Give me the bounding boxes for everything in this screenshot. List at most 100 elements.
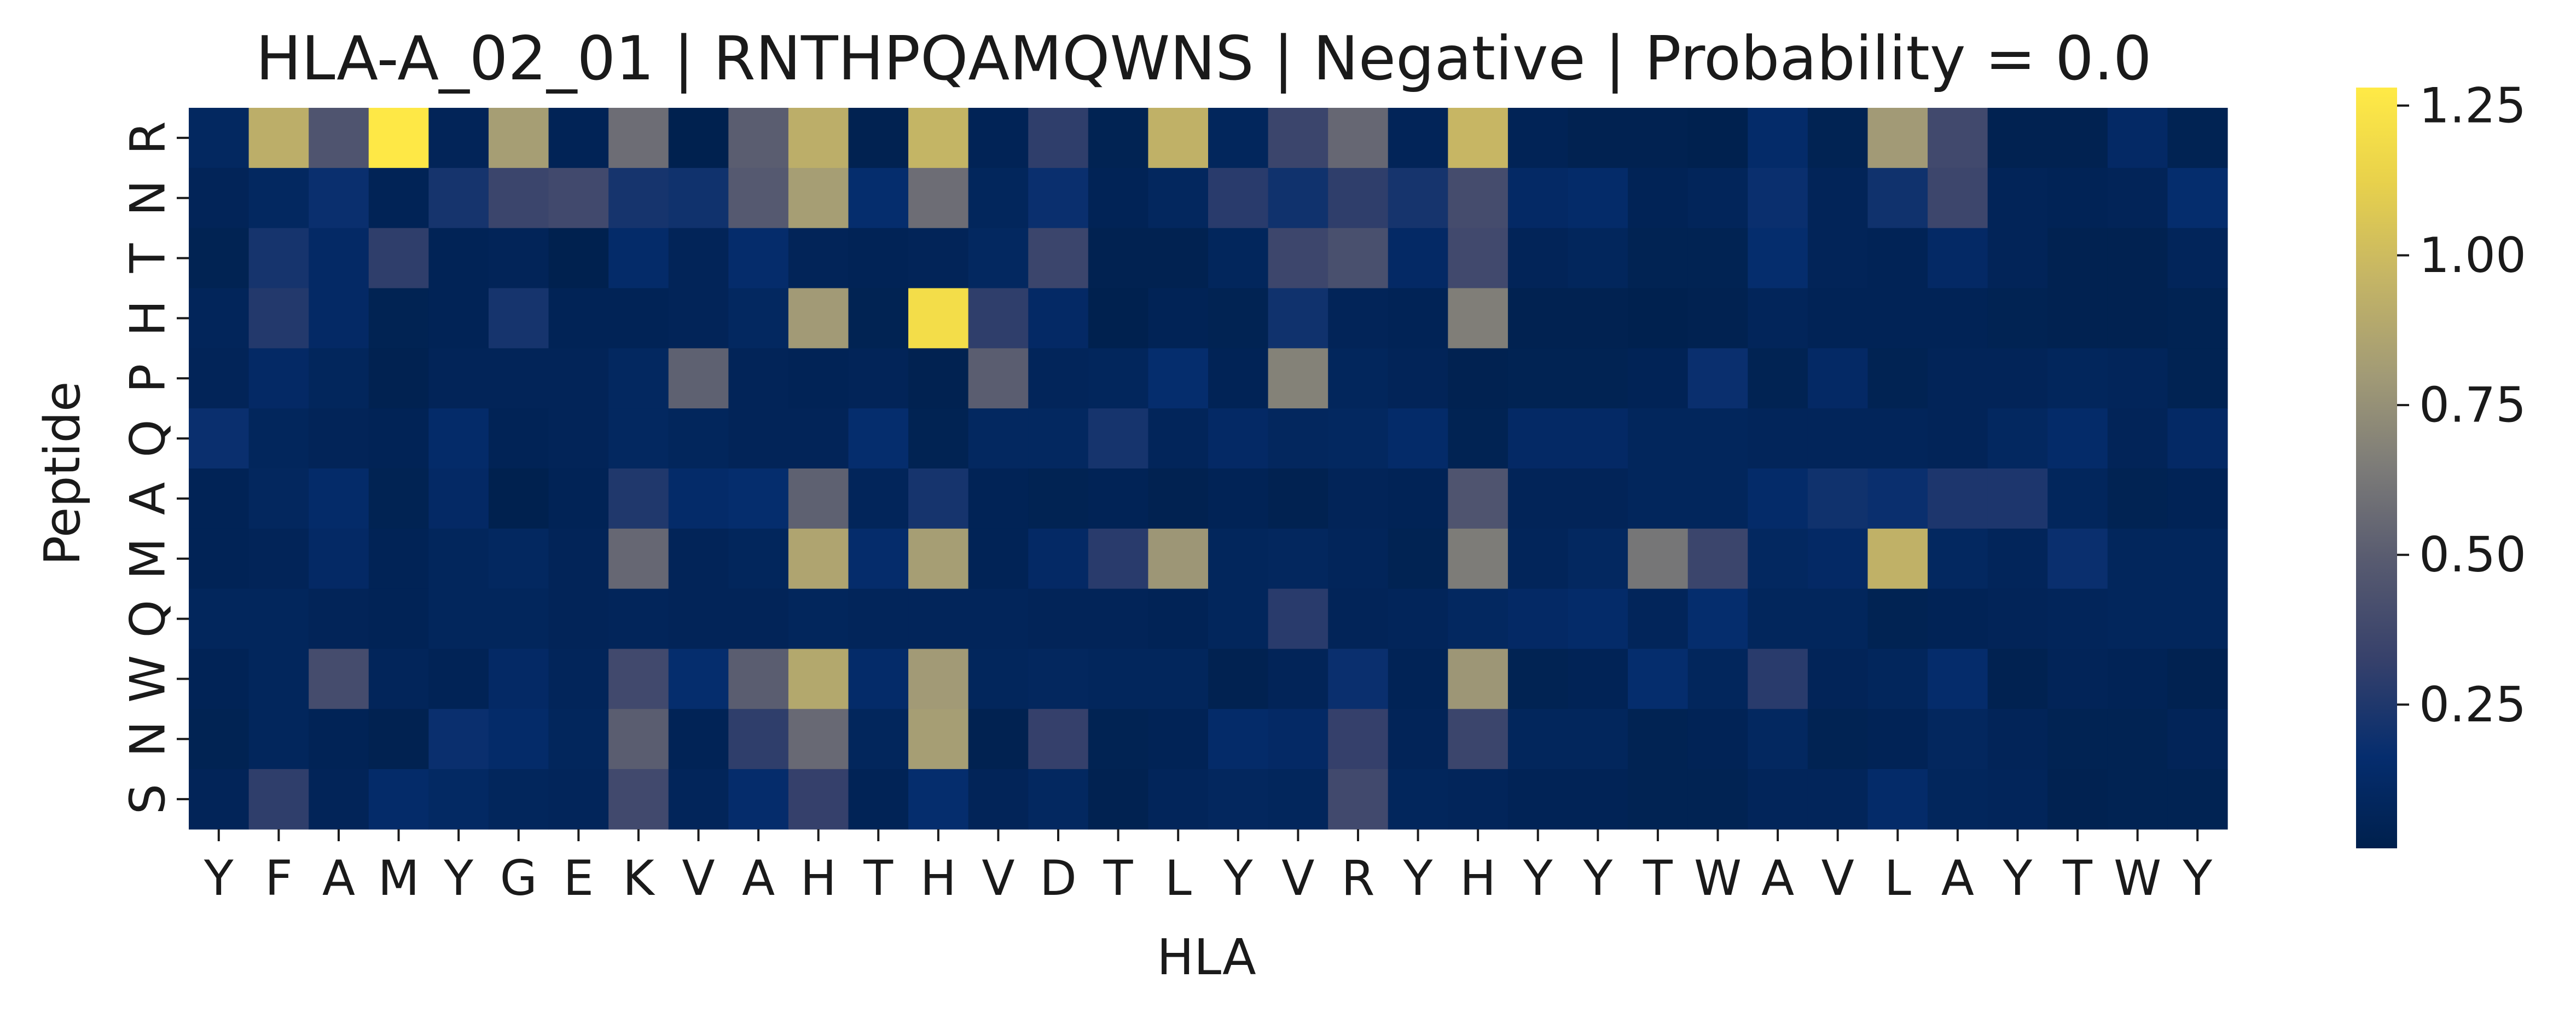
- heatmap-cell: [788, 228, 849, 289]
- heatmap-cell: [1807, 769, 1869, 830]
- heatmap-cell: [189, 468, 250, 529]
- heatmap-cell: [2047, 348, 2108, 409]
- heatmap-cell: [1568, 348, 1628, 409]
- heatmap-cell: [788, 769, 849, 830]
- heatmap-cell: [728, 769, 789, 830]
- heatmap-cell: [1328, 108, 1389, 169]
- heatmap-cell: [668, 167, 729, 229]
- heatmap-cell: [1388, 167, 1448, 229]
- heatmap-cell: [668, 709, 729, 770]
- heatmap-cell: [968, 167, 1029, 229]
- heatmap-cell: [2047, 288, 2108, 349]
- heatmap-cell: [368, 228, 429, 289]
- heatmap-cell: [428, 588, 489, 650]
- y-tick-label: T: [120, 242, 176, 273]
- heatmap-cell: [2167, 108, 2228, 169]
- heatmap-cell: [2107, 167, 2168, 229]
- heatmap-cell: [1388, 709, 1448, 770]
- heatmap-cell: [1568, 468, 1628, 529]
- heatmap-cell: [968, 528, 1029, 589]
- heatmap-cell: [1208, 108, 1269, 169]
- heatmap-cell: [788, 167, 849, 229]
- colorbar-ticks: 0.25 0.50 0.75 1.00 1.25: [2397, 77, 2526, 733]
- heatmap-cell: [1208, 468, 1269, 529]
- heatmap-cell: [1507, 288, 1569, 349]
- heatmap-cell: [728, 709, 789, 770]
- heatmap-cell: [668, 649, 729, 709]
- heatmap-cell: [1448, 588, 1509, 650]
- heatmap-cell: [1628, 528, 1689, 589]
- colorbar: [2356, 88, 2397, 848]
- x-tick-label: H: [920, 850, 956, 906]
- heatmap-cell: [1507, 528, 1569, 589]
- x-tick-label: Y: [204, 850, 234, 906]
- heatmap-cell: [1208, 649, 1269, 709]
- heatmap-cell: [608, 769, 669, 830]
- heatmap-cell: [1448, 108, 1509, 169]
- heatmap-cell: [189, 588, 250, 650]
- heatmap-cell: [608, 588, 669, 650]
- heatmap-cell: [2107, 649, 2168, 709]
- heatmap-cell: [248, 528, 309, 589]
- heatmap-cell: [2167, 468, 2228, 529]
- heatmap-cell: [1448, 709, 1509, 770]
- heatmap-cell: [968, 649, 1029, 709]
- heatmap-cell: [1687, 288, 1748, 349]
- heatmap-cell: [309, 468, 369, 529]
- heatmap-cell: [1928, 588, 1988, 650]
- heatmap-cell: [1687, 709, 1748, 770]
- x-tick-label: V: [1281, 850, 1314, 906]
- heatmap-cell: [1687, 649, 1748, 709]
- heatmap-cell: [1088, 408, 1149, 469]
- heatmap-cell: [2167, 769, 2228, 830]
- heatmap-cell: [1088, 108, 1149, 169]
- heatmap-cell: [1568, 288, 1628, 349]
- heatmap-cell: [1687, 167, 1748, 229]
- heatmap-cell: [908, 769, 969, 830]
- colorbar-tick-label: 0.25: [2419, 676, 2526, 733]
- heatmap-cell: [1088, 649, 1149, 709]
- x-tick-label: A: [742, 850, 775, 906]
- heatmap-cell: [1388, 108, 1448, 169]
- heatmap-cell: [1507, 167, 1569, 229]
- x-tick-label: E: [564, 850, 594, 906]
- heatmap-cell: [2047, 588, 2108, 650]
- heatmap-cell: [908, 649, 969, 709]
- heatmap-cell: [428, 468, 489, 529]
- heatmap-cell: [548, 228, 609, 289]
- heatmap-cell: [1388, 468, 1448, 529]
- heatmap-cell: [2167, 228, 2228, 289]
- heatmap-cell: [1687, 348, 1748, 409]
- heatmap-cell: [2047, 228, 2108, 289]
- x-tick-label: W: [2114, 850, 2161, 906]
- heatmap-cell: [1568, 408, 1628, 469]
- heatmap-cell: [1807, 468, 1869, 529]
- heatmap-cell: [248, 769, 309, 830]
- heatmap-cell: [1388, 348, 1448, 409]
- heatmap-cell: [1328, 348, 1389, 409]
- heatmap-cell: [189, 408, 250, 469]
- heatmap-cell: [1388, 588, 1448, 650]
- heatmap-cell: [1028, 108, 1089, 169]
- heatmap-cell: [788, 588, 849, 650]
- colorbar-tick-label: 0.75: [2419, 377, 2526, 433]
- heatmap-cell: [2167, 709, 2228, 770]
- heatmap-cell: [248, 167, 309, 229]
- heatmap-cell: [189, 348, 250, 409]
- heatmap-cell: [548, 288, 609, 349]
- heatmap-cell: [548, 528, 609, 589]
- heatmap-cell: [309, 709, 369, 770]
- heatmap-cell: [1507, 348, 1569, 409]
- heatmap-cell: [368, 528, 429, 589]
- heatmap-cell: [248, 588, 309, 650]
- y-tick-label: S: [120, 784, 176, 814]
- heatmap-cell: [1928, 228, 1988, 289]
- x-tick-label: V: [982, 850, 1014, 906]
- heatmap-cell: [668, 348, 729, 409]
- heatmap-cell: [428, 228, 489, 289]
- heatmap-cell: [848, 228, 909, 289]
- heatmap-cell: [728, 408, 789, 469]
- heatmap-cell: [1328, 408, 1389, 469]
- heatmap-cell: [309, 528, 369, 589]
- heatmap-cell: [488, 228, 549, 289]
